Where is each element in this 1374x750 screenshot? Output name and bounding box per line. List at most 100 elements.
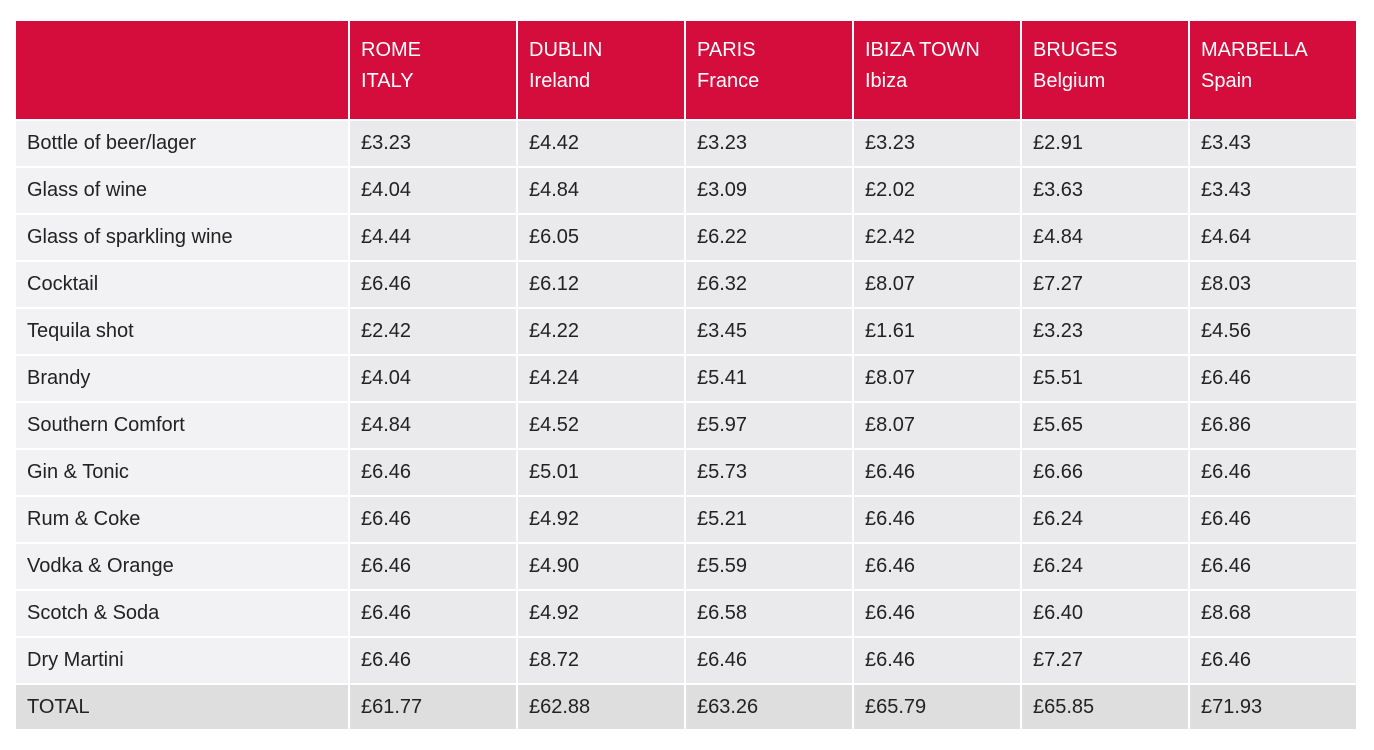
price-cell: £5.97	[686, 403, 852, 448]
price-cell: £6.46	[854, 591, 1020, 636]
total-value-cell: £65.79	[854, 685, 1020, 729]
table-row: Cocktail £6.46 £6.12 £6.32 £8.07 £7.27 £8.03	[16, 262, 1356, 307]
price-cell: £6.46	[350, 262, 516, 307]
price-cell: £5.73	[686, 450, 852, 495]
price-cell: £6.46	[1190, 497, 1356, 542]
table-row: Vodka & Orange £6.46 £4.90 £5.59 £6.46 £6.24 £…	[16, 544, 1356, 589]
table-row: Rum & Coke £6.46 £4.92 £5.21 £6.46 £6.24 £6.46	[16, 497, 1356, 542]
price-cell: £2.42	[350, 309, 516, 354]
row-label: Glass of wine	[16, 168, 348, 213]
price-cell: £6.46	[854, 497, 1020, 542]
price-cell: £6.24	[1022, 544, 1188, 589]
row-label: Gin & Tonic	[16, 450, 348, 495]
price-cell: £4.04	[350, 168, 516, 213]
header-country: France	[697, 70, 760, 92]
price-cell: £6.66	[1022, 450, 1188, 495]
price-cell: £3.43	[1190, 121, 1356, 166]
table-row: Brandy £4.04 £4.24 £5.41 £8.07 £5.51 £6.46	[16, 356, 1356, 401]
price-cell: £6.46	[854, 544, 1020, 589]
price-cell: £6.46	[686, 638, 852, 683]
header-row: ROME ITALY DUBLIN Ireland PARIS France I…	[16, 21, 1356, 119]
price-cell: £3.23	[350, 121, 516, 166]
header-city: MARBELLA	[1201, 39, 1308, 61]
price-cell: £8.07	[854, 262, 1020, 307]
price-cell: £5.59	[686, 544, 852, 589]
header-city: BRUGES	[1033, 39, 1118, 61]
price-cell: £4.84	[1022, 215, 1188, 260]
row-label: Bottle of beer/lager	[16, 121, 348, 166]
price-cell: £3.43	[1190, 168, 1356, 213]
table-row: Tequila shot £2.42 £4.22 £3.45 £1.61 £3.23 £4.…	[16, 309, 1356, 354]
total-value-cell: £71.93	[1190, 685, 1356, 729]
price-cell: £4.52	[518, 403, 684, 448]
price-cell: £5.01	[518, 450, 684, 495]
price-cell: £4.24	[518, 356, 684, 401]
price-cell: £8.07	[854, 403, 1020, 448]
price-cell: £6.86	[1190, 403, 1356, 448]
row-label: Dry Martini	[16, 638, 348, 683]
price-cell: £2.91	[1022, 121, 1188, 166]
table-row: Southern Comfort £4.84 £4.52 £5.97 £8.07 £5.6…	[16, 403, 1356, 448]
table-row: Gin & Tonic £6.46 £5.01 £5.73 £6.46 £6.66 £6.4…	[16, 450, 1356, 495]
table-row: Glass of wine £4.04 £4.84 £3.09 £2.02 £3.63 £3…	[16, 168, 1356, 213]
price-cell: £3.23	[686, 121, 852, 166]
price-cell: £6.46	[350, 497, 516, 542]
row-label: Southern Comfort	[16, 403, 348, 448]
price-cell: £4.64	[1190, 215, 1356, 260]
drinks-price-table-container: ROME ITALY DUBLIN Ireland PARIS France I…	[16, 19, 1356, 731]
price-cell: £4.84	[518, 168, 684, 213]
table-body: Bottle of beer/lager £3.23 £4.42 £3.23 £3.23…	[16, 121, 1356, 729]
price-cell: £8.07	[854, 356, 1020, 401]
price-cell: £6.12	[518, 262, 684, 307]
table-row: Bottle of beer/lager £3.23 £4.42 £3.23 £3.23…	[16, 121, 1356, 166]
price-cell: £4.92	[518, 497, 684, 542]
row-label: Brandy	[16, 356, 348, 401]
price-cell: £6.24	[1022, 497, 1188, 542]
price-cell: £6.40	[1022, 591, 1188, 636]
header-city: ROME	[361, 39, 421, 61]
header-cell-ibiza-town: IBIZA TOWN Ibiza	[854, 21, 1020, 119]
total-label: TOTAL	[16, 685, 348, 729]
total-value-cell: £65.85	[1022, 685, 1188, 729]
header-cell-marbella: MARBELLA Spain	[1190, 21, 1356, 119]
table-row: Glass of sparkling wine £4.44 £6.05 £6.22 £2…	[16, 215, 1356, 260]
price-cell: £6.46	[1190, 544, 1356, 589]
row-label: Vodka & Orange	[16, 544, 348, 589]
price-cell: £6.46	[1190, 356, 1356, 401]
header-cell-rome: ROME ITALY	[350, 21, 516, 119]
price-cell: £5.21	[686, 497, 852, 542]
header-city: IBIZA TOWN	[865, 39, 980, 61]
row-label: Cocktail	[16, 262, 348, 307]
price-cell: £3.09	[686, 168, 852, 213]
price-cell: £6.58	[686, 591, 852, 636]
price-cell: £4.42	[518, 121, 684, 166]
price-cell: £6.22	[686, 215, 852, 260]
price-cell: £6.46	[854, 638, 1020, 683]
header-cell-dublin: DUBLIN Ireland	[518, 21, 684, 119]
header-cell-paris: PARIS France	[686, 21, 852, 119]
price-cell: £5.65	[1022, 403, 1188, 448]
row-label: Glass of sparkling wine	[16, 215, 348, 260]
header-city: PARIS	[697, 39, 756, 61]
price-cell: £8.68	[1190, 591, 1356, 636]
price-cell: £1.61	[854, 309, 1020, 354]
header-country: Belgium	[1033, 70, 1106, 92]
price-cell: £4.44	[350, 215, 516, 260]
price-cell: £4.22	[518, 309, 684, 354]
total-value-cell: £61.77	[350, 685, 516, 729]
price-cell: £6.46	[350, 450, 516, 495]
price-cell: £5.41	[686, 356, 852, 401]
price-cell: £4.84	[350, 403, 516, 448]
price-cell: £8.72	[518, 638, 684, 683]
price-cell: £5.51	[1022, 356, 1188, 401]
table-row: Dry Martini £6.46 £8.72 £6.46 £6.46 £7.27 £6.4…	[16, 638, 1356, 683]
price-cell: £6.46	[1190, 450, 1356, 495]
row-label: Rum & Coke	[16, 497, 348, 542]
price-cell: £3.63	[1022, 168, 1188, 213]
table-row: Scotch & Soda £6.46 £4.92 £6.58 £6.46 £6.40 £8…	[16, 591, 1356, 636]
header-country: ITALY	[361, 70, 414, 92]
price-cell: £6.46	[854, 450, 1020, 495]
price-cell: £3.23	[854, 121, 1020, 166]
header-city: DUBLIN	[529, 39, 603, 61]
price-cell: £6.46	[350, 544, 516, 589]
